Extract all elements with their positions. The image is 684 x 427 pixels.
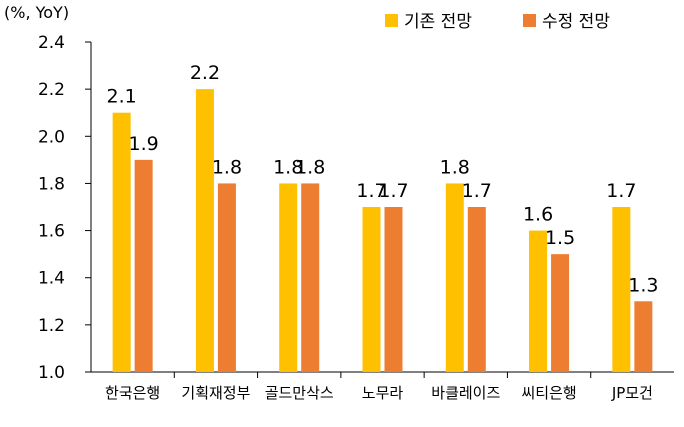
bar-existing [445,183,464,372]
bar-revised [467,207,486,372]
y-tick-label: 2.4 [38,33,65,53]
data-labels: 2.11.92.21.8 1.81.81.71.71.81.71.61.51.71… [107,62,659,296]
data-label-revised: 1.9 [129,133,159,155]
bars [112,89,653,373]
bar-revised [551,254,570,372]
x-category-label: 씨티은행 [521,384,576,402]
data-label-revised: 1.7 [462,180,492,202]
y-tick-label: 2.2 [38,80,65,100]
bar-revised [384,207,403,372]
data-label-existing: 1.8 [440,156,470,178]
x-category-label: 골드만삭스 [265,384,334,402]
data-label-existing: 1.6 [523,204,553,226]
data-label-revised: 1.8 [295,156,325,178]
data-label-revised: 1.5 [545,227,575,249]
x-category-label: 바클레이즈 [431,384,500,402]
legend-swatch-existing [385,14,398,27]
data-label-existing: 1.7 [356,180,386,202]
y-tick-label: 1.2 [38,316,65,336]
data-label-revised: 1.7 [378,180,408,202]
axes: 1.0 1.2 1.4 1.6 1.8 2.0 2.2 2.4 한국은행 기획재정부 골드만삭스 노무… [38,33,674,402]
y-tick-label: 1.6 [38,222,65,242]
x-category-label: 한국은행 [105,384,160,402]
x-category-label: JP모건 [611,384,653,402]
data-label-existing: 1.8 [273,156,303,178]
data-label-existing: 1.7 [606,180,636,202]
legend: 기존 전망 수정 전망 [385,12,610,32]
bar-existing [279,183,298,372]
bar-revised [217,183,236,372]
bar-revised [134,159,153,372]
bar-existing [362,207,381,372]
x-category-label: 기획재정부 [181,384,250,402]
data-label-revised: 1.3 [628,274,658,296]
bar-existing [529,230,548,372]
data-label-existing: 2.1 [107,86,137,108]
y-tick-label: 2.0 [38,127,65,147]
y-unit-label: (%, YoY) [4,3,69,22]
y-tick-label: 1.0 [38,363,65,383]
bar-revised [301,183,320,372]
bar-existing [112,112,131,372]
legend-swatch-revised [523,14,536,27]
x-category-label: 노무라 [362,384,404,402]
bar-revised [634,301,653,372]
bar-existing [195,89,214,373]
legend-label-revised: 수정 전망 [542,12,610,32]
y-tick-label: 1.8 [38,174,65,194]
y-tick-label: 1.4 [38,269,65,289]
bar-existing [612,207,631,372]
legend-label-existing: 기존 전망 [404,12,472,32]
data-label-revised: 1.8 [212,156,242,178]
data-label-existing: 2.2 [190,62,220,84]
